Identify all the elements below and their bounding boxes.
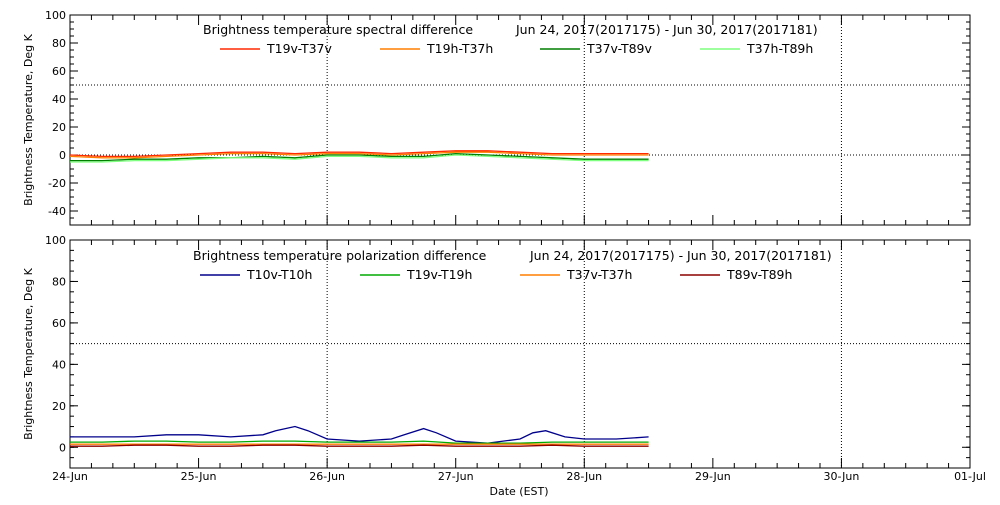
y-tick-label: 0	[59, 149, 66, 162]
legend: T10v-T10h T19v-T19h T37v-T37h T89v-T89h	[200, 267, 792, 282]
y-tick-label: 80	[52, 37, 66, 50]
series-line	[70, 444, 649, 447]
legend-label: T37v-T37h	[566, 267, 632, 282]
y-tick-label: 100	[45, 234, 66, 247]
series-line	[69, 150, 649, 158]
plot-frame	[69, 239, 971, 469]
legend: T19v-T37v T19h-T37h T37v-T89v T37h-T89h	[220, 41, 813, 56]
y-axis-label: Brightness Temperature, Deg K	[22, 33, 35, 205]
x-tick-label: 30-Jun	[824, 470, 860, 483]
x-tick-label: 28-Jun	[566, 470, 602, 483]
series-line	[70, 440, 649, 444]
series-line	[69, 151, 649, 159]
x-tick-label: 27-Jun	[438, 470, 474, 483]
y-tick-label: 60	[52, 317, 66, 330]
legend-label: T19v-T19h	[406, 267, 472, 282]
y-tick-label: 0	[59, 441, 66, 454]
legend-label: T37v-T89v	[586, 41, 653, 56]
y-tick-label: 100	[45, 9, 66, 22]
legend-label: T37h-T89h	[746, 41, 813, 56]
y-tick-label: 40	[52, 358, 66, 371]
y-tick-label: 20	[52, 121, 66, 134]
chart-title: Brightness temperature spectral differen…	[203, 22, 473, 37]
legend-label: T19h-T37h	[426, 41, 493, 56]
y-tick-label: -40	[48, 205, 66, 218]
x-tick-label: 26-Jun	[309, 470, 345, 483]
chart-title: Brightness temperature polarization diff…	[193, 248, 487, 263]
y-tick-label: 60	[52, 65, 66, 78]
y-tick-label: 40	[52, 93, 66, 106]
x-tick-label: 29-Jun	[695, 470, 731, 483]
y-tick-label: 80	[52, 275, 66, 288]
spectral-difference-panel: Brightness temperature spectral differen…	[22, 9, 971, 226]
polarization-difference-panel: Brightness temperature polarization diff…	[22, 234, 986, 498]
legend-label: T10v-T10h	[246, 267, 312, 282]
y-tick-label: -20	[48, 177, 66, 190]
x-tick-label: 01-Jul	[954, 470, 986, 483]
x-tick-label: 25-Jun	[181, 470, 217, 483]
x-axis-label: Date (EST)	[489, 485, 548, 498]
legend-label: T19v-T37v	[266, 41, 333, 56]
series-line	[70, 154, 649, 163]
series-line	[70, 152, 649, 162]
series-line	[70, 425, 649, 444]
y-tick-label: 20	[52, 400, 66, 413]
chart-date-range: Jun 24, 2017(2017175) - Jun 30, 2017(201…	[515, 22, 818, 37]
plot-frame	[69, 14, 971, 226]
x-tick-label: 24-Jun	[52, 470, 88, 483]
y-axis-label: Brightness Temperature, Deg K	[22, 267, 35, 439]
legend-label: T89v-T89h	[726, 267, 792, 282]
chart-date-range: Jun 24, 2017(2017175) - Jun 30, 2017(201…	[529, 248, 832, 263]
